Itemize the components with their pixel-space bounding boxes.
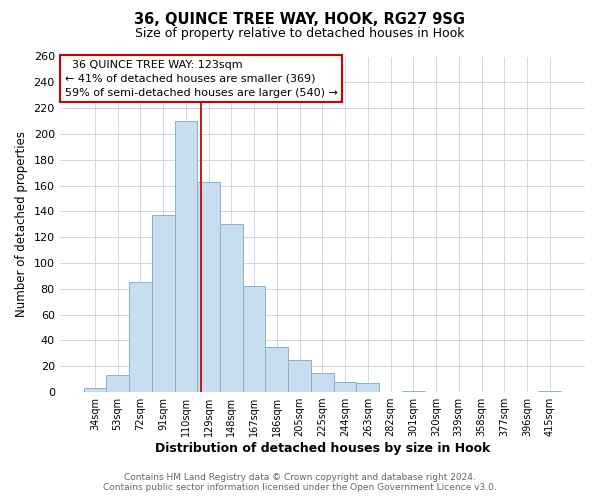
Bar xyxy=(311,372,334,392)
Bar xyxy=(243,286,265,392)
Bar xyxy=(288,360,311,392)
Text: 36, QUINCE TREE WAY, HOOK, RG27 9SG: 36, QUINCE TREE WAY, HOOK, RG27 9SG xyxy=(134,12,466,28)
Bar xyxy=(175,121,197,392)
Bar xyxy=(83,388,106,392)
Y-axis label: Number of detached properties: Number of detached properties xyxy=(15,132,28,318)
Text: Contains HM Land Registry data © Crown copyright and database right 2024.
Contai: Contains HM Land Registry data © Crown c… xyxy=(103,473,497,492)
Bar xyxy=(129,282,152,392)
Bar xyxy=(106,376,129,392)
Bar xyxy=(538,391,561,392)
Bar xyxy=(152,216,175,392)
Bar xyxy=(356,383,379,392)
X-axis label: Distribution of detached houses by size in Hook: Distribution of detached houses by size … xyxy=(155,442,490,455)
Bar xyxy=(265,347,288,392)
Bar xyxy=(402,391,425,392)
Bar xyxy=(197,182,220,392)
Text: Size of property relative to detached houses in Hook: Size of property relative to detached ho… xyxy=(135,28,465,40)
Bar xyxy=(220,224,243,392)
Bar xyxy=(334,382,356,392)
Text: 36 QUINCE TREE WAY: 123sqm
← 41% of detached houses are smaller (369)
59% of sem: 36 QUINCE TREE WAY: 123sqm ← 41% of deta… xyxy=(65,60,338,98)
